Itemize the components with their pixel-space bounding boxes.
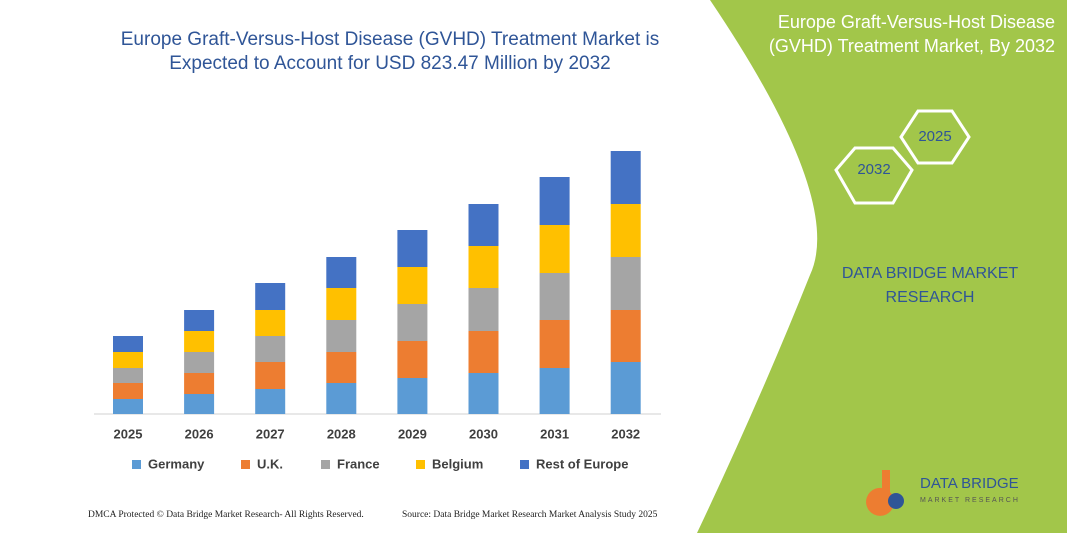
- bar-segment: [255, 283, 286, 310]
- legend-swatch: [321, 460, 330, 469]
- legend-swatch: [132, 460, 141, 469]
- bar-segment: [184, 331, 215, 352]
- bar-segment: [539, 273, 570, 320]
- bar-segment: [539, 225, 570, 273]
- x-tick-label: 2032: [611, 426, 640, 441]
- chart-title: Europe Graft-Versus-Host Disease (GVHD) …: [120, 29, 660, 74]
- bar-segment: [468, 373, 499, 414]
- logo-tagline: MARKET RESEARCH: [920, 497, 1020, 504]
- bar-segment: [255, 389, 286, 414]
- bar-segment: [539, 368, 570, 414]
- bar-segment: [184, 310, 215, 331]
- legend-swatch: [520, 460, 529, 469]
- x-tick-label: 2031: [540, 426, 569, 441]
- bar-segment: [468, 288, 499, 331]
- bar-segment: [397, 230, 428, 267]
- bar-segment: [326, 383, 357, 414]
- bar-segment: [113, 399, 143, 414]
- x-tick-label: 2028: [327, 426, 356, 441]
- hexagon: [834, 146, 914, 205]
- legend-label: Rest of Europe: [536, 456, 628, 471]
- bar-segment: [255, 362, 286, 389]
- logo-name: DATA BRIDGE: [920, 475, 1019, 492]
- bar-segment: [184, 373, 215, 394]
- bar-segment: [468, 246, 499, 288]
- bar-segment: [610, 257, 641, 310]
- bar-segment: [255, 310, 286, 336]
- bar-segment: [397, 267, 428, 304]
- legend-swatch: [416, 460, 425, 469]
- legend-label: Germany: [148, 456, 205, 471]
- bar-segment: [326, 320, 357, 352]
- bar-segment: [326, 288, 357, 320]
- bar-segment: [397, 341, 428, 378]
- bar-segment: [184, 352, 215, 373]
- legend-label: France: [337, 456, 380, 471]
- bar-segment: [468, 204, 499, 246]
- bar-segment: [113, 352, 143, 368]
- x-tick-label: 2025: [114, 426, 143, 441]
- legend-label: Belgium: [432, 456, 483, 471]
- x-tick-label: 2029: [398, 426, 427, 441]
- hex-label: 2032: [857, 161, 890, 178]
- panel-title: Europe Graft-Versus-Host Disease (GVHD) …: [768, 12, 1055, 56]
- footer-source: Source: Data Bridge Market Research Mark…: [402, 510, 658, 520]
- logo-icon: [866, 470, 895, 516]
- side-panel: [697, 0, 1067, 533]
- bar-segment: [113, 383, 143, 399]
- bar-segment: [397, 304, 428, 341]
- bar-segment: [255, 336, 286, 362]
- bar-segment: [397, 378, 428, 414]
- bar-segment: [610, 310, 641, 362]
- bar-segment: [539, 177, 570, 225]
- bar-segment: [113, 336, 143, 352]
- bar-segment: [610, 151, 641, 204]
- x-tick-label: 2026: [185, 426, 214, 441]
- brand-text: DATA BRIDGE MARKET RESEARCH: [841, 265, 1019, 306]
- legend-swatch: [241, 460, 250, 469]
- footer-copyright: DMCA Protected © Data Bridge Market Rese…: [88, 509, 364, 520]
- x-tick-label: 2030: [469, 426, 498, 441]
- legend-label: U.K.: [257, 456, 283, 471]
- bar-segment: [610, 362, 641, 414]
- bar-segment: [468, 331, 499, 373]
- hex-label: 2025: [918, 128, 951, 145]
- bar-segment: [113, 368, 143, 383]
- hexagon: [899, 109, 971, 165]
- bar-segment: [184, 394, 215, 414]
- bar-segment: [539, 320, 570, 368]
- bar-segment: [610, 204, 641, 257]
- bar-segment: [326, 352, 357, 383]
- bar-segment: [326, 257, 357, 288]
- x-tick-label: 2027: [256, 426, 285, 441]
- logo-icon: [888, 493, 904, 509]
